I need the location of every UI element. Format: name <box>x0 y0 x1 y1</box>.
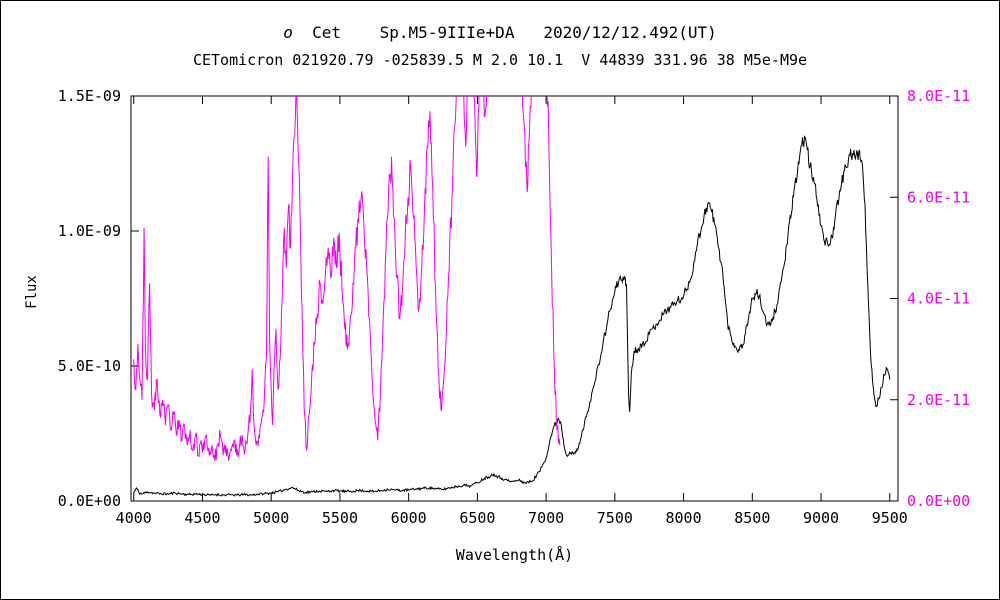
chart-title: o Cet Sp.M5-9IIIe+DA 2020/12/12.492(UT) <box>1 23 999 42</box>
y-left-tick-label: 0.0E+00 <box>58 492 121 510</box>
y-right-tick-label: 8.0E-11 <box>907 87 970 105</box>
x-tick-label: 4500 <box>184 509 220 527</box>
x-tick-label: 4000 <box>116 509 152 527</box>
chart-subtitle: CETomicron 021920.79 -025839.5 M 2.0 10.… <box>192 51 808 69</box>
x-tick-label: 8500 <box>734 509 770 527</box>
plot-frame <box>130 95 899 502</box>
x-tick-label: 5000 <box>253 509 289 527</box>
flux-spectrum-magenta <box>133 96 561 461</box>
x-axis-label: Wavelength(Å) <box>455 546 574 564</box>
y-right-tick-label: 2.0E-11 <box>907 391 970 409</box>
chart-title-rest: Cet Sp.M5-9IIIe+DA 2020/12/12.492(UT) <box>292 23 717 42</box>
y-left-tick-label: 1.5E-09 <box>58 87 121 105</box>
y-left-tick-label: 1.0E-09 <box>58 222 121 240</box>
x-tick-label: 7500 <box>597 509 633 527</box>
flux-spectrum-black <box>133 135 891 497</box>
x-tick-label: 5500 <box>322 509 358 527</box>
x-tick-label: 7000 <box>528 509 564 527</box>
x-tick-label: 9500 <box>872 509 908 527</box>
y-right-tick-label: 4.0E-11 <box>907 290 970 308</box>
y-right-tick-label: 6.0E-11 <box>907 188 970 206</box>
chart-title-object-italic: o <box>283 23 293 42</box>
x-tick-label: 9000 <box>803 509 839 527</box>
x-tick-label: 6500 <box>459 509 495 527</box>
y-left-tick-label: 5.0E-10 <box>58 357 121 375</box>
x-tick-label: 8000 <box>666 509 702 527</box>
y-right-tick-label: 0.0E+00 <box>907 492 970 510</box>
x-tick-label: 6000 <box>391 509 427 527</box>
